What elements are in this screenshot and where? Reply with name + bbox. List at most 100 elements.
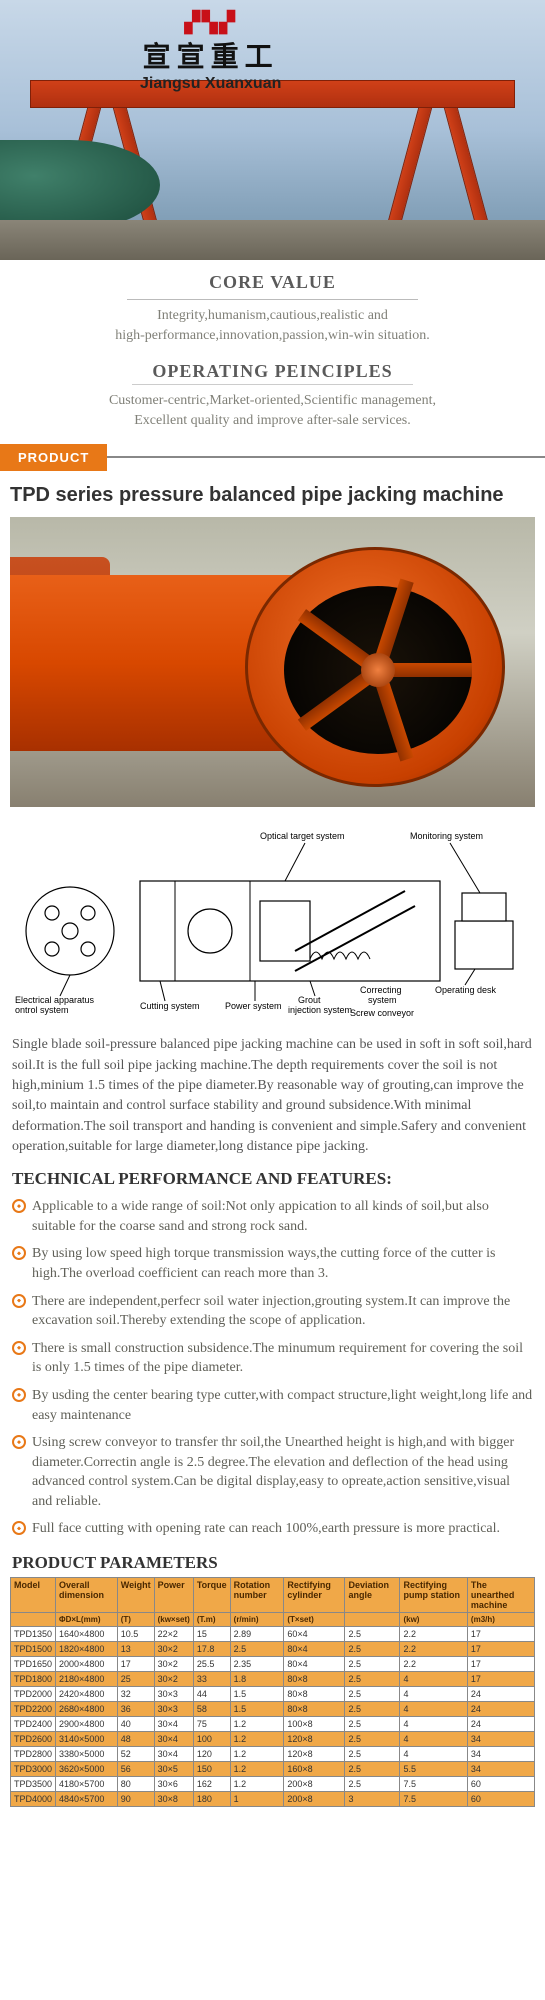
table-cell: TPD1800 xyxy=(11,1672,56,1687)
feature-text: Using screw conveyor to transfer thr soi… xyxy=(32,1433,533,1511)
table-cell: 58 xyxy=(193,1702,230,1717)
label-power: Power system xyxy=(225,1001,282,1011)
table-cell: 80×8 xyxy=(284,1672,345,1687)
table-cell: TPD3000 xyxy=(11,1762,56,1777)
table-cell: 17 xyxy=(467,1642,534,1657)
tech-features-heading: TECHNICAL PERFORMANCE AND FEATURES: xyxy=(0,1161,545,1193)
table-cell: TPD2200 xyxy=(11,1702,56,1717)
table-cell: 2.5 xyxy=(345,1687,400,1702)
bullet-icon xyxy=(12,1388,26,1402)
table-unit-cell xyxy=(345,1613,400,1627)
feature-text: By usding the center bearing type cutter… xyxy=(32,1386,533,1425)
table-cell: 10.5 xyxy=(117,1627,154,1642)
core-value-section: CORE VALUE Integrity,humanism,cautious,r… xyxy=(0,260,545,442)
table-unit-cell: (T.m) xyxy=(193,1613,230,1627)
product-title: TPD series pressure balanced pipe jackin… xyxy=(0,472,545,517)
table-cell: 2.5 xyxy=(345,1777,400,1792)
params-heading: PRODUCT PARAMETERS xyxy=(0,1543,545,1577)
logo-en: Jiangsu Xuanxuan xyxy=(140,75,281,93)
bullet-icon xyxy=(12,1521,26,1535)
product-section-bar: PRODUCT xyxy=(0,442,545,472)
table-row: TPD20002420×48003230×3441.580×82.5424 xyxy=(11,1687,535,1702)
table-cell: 30×4 xyxy=(154,1717,193,1732)
intro-paragraph: Single blade soil-pressure balanced pipe… xyxy=(0,1031,545,1161)
table-cell: 4 xyxy=(400,1702,467,1717)
table-cell: 4180×5700 xyxy=(56,1777,118,1792)
label-desk: Operating desk xyxy=(435,985,497,995)
operating-heading: OPERATING PEINCIPLES xyxy=(132,361,412,385)
table-cell: 25.5 xyxy=(193,1657,230,1672)
table-header-cell: Rectifying cylinder xyxy=(284,1578,345,1613)
table-cell: 7.5 xyxy=(400,1777,467,1792)
table-cell: 1.2 xyxy=(230,1777,284,1792)
table-cell: 17 xyxy=(467,1627,534,1642)
table-cell: 4 xyxy=(400,1717,467,1732)
table-cell: 60×4 xyxy=(284,1627,345,1642)
bullet-icon xyxy=(12,1435,26,1449)
table-cell: 17.8 xyxy=(193,1642,230,1657)
table-row: TPD26003140×50004830×41001.2120×82.5434 xyxy=(11,1732,535,1747)
table-unit-cell xyxy=(11,1613,56,1627)
logo-mark: ▞▚▞ xyxy=(140,10,281,35)
table-cell: 4840×5700 xyxy=(56,1792,118,1807)
table-cell: TPD2000 xyxy=(11,1687,56,1702)
table-row: TPD16502000×48001730×225.52.3580×42.52.2… xyxy=(11,1657,535,1672)
table-unit-cell: (kw) xyxy=(400,1613,467,1627)
table-cell: TPD2800 xyxy=(11,1747,56,1762)
table-cell: 17 xyxy=(467,1672,534,1687)
table-cell: TPD1650 xyxy=(11,1657,56,1672)
table-cell: 4 xyxy=(400,1732,467,1747)
table-cell: 80×8 xyxy=(284,1687,345,1702)
technical-diagram: Optical target system Monitoring system … xyxy=(10,821,535,1021)
table-cell: 2.5 xyxy=(345,1747,400,1762)
table-cell: 33 xyxy=(193,1672,230,1687)
table-cell: 2.2 xyxy=(400,1627,467,1642)
feature-item: Applicable to a wide range of soil:Not o… xyxy=(0,1193,545,1240)
table-cell: 3 xyxy=(345,1792,400,1807)
table-cell: 80×8 xyxy=(284,1702,345,1717)
feature-text: By using low speed high torque transmiss… xyxy=(32,1244,533,1283)
table-row: TPD13501640×480010.522×2152.8960×42.52.2… xyxy=(11,1627,535,1642)
table-cell: 3620×5000 xyxy=(56,1762,118,1777)
table-cell: 120×8 xyxy=(284,1747,345,1762)
table-cell: 5.5 xyxy=(400,1762,467,1777)
table-cell: 1.2 xyxy=(230,1762,284,1777)
table-cell: 200×8 xyxy=(284,1792,345,1807)
table-cell: 2.5 xyxy=(345,1702,400,1717)
table-body: TPD13501640×480010.522×2152.8960×42.52.2… xyxy=(11,1627,535,1807)
table-header-cell: Deviation angle xyxy=(345,1578,400,1613)
table-cell: 13 xyxy=(117,1642,154,1657)
table-cell: 100 xyxy=(193,1732,230,1747)
table-cell: 90 xyxy=(117,1792,154,1807)
table-cell: 30×4 xyxy=(154,1747,193,1762)
table-unit-cell: (kw×set) xyxy=(154,1613,193,1627)
table-cell: 52 xyxy=(117,1747,154,1762)
table-cell: 30×5 xyxy=(154,1762,193,1777)
table-cell: 2.5 xyxy=(345,1627,400,1642)
label-electrical: Electrical apparatus xyxy=(15,995,95,1005)
table-cell: 2000×4800 xyxy=(56,1657,118,1672)
table-cell: 56 xyxy=(117,1762,154,1777)
table-cell: 1820×4800 xyxy=(56,1642,118,1657)
table-row: TPD30003620×50005630×51501.2160×82.55.53… xyxy=(11,1762,535,1777)
table-cell: 1.5 xyxy=(230,1702,284,1717)
table-cell: TPD1350 xyxy=(11,1627,56,1642)
table-cell: 48 xyxy=(117,1732,154,1747)
table-cell: 2.5 xyxy=(345,1717,400,1732)
table-cell: 2.35 xyxy=(230,1657,284,1672)
table-cell: 2.5 xyxy=(345,1657,400,1672)
table-cell: 60 xyxy=(467,1777,534,1792)
table-header-cell: Weight xyxy=(117,1578,154,1613)
table-cell: 1.5 xyxy=(230,1687,284,1702)
table-units-row: ΦD×L(mm)(T)(kw×set)(T.m)(r/min)(T×set)(k… xyxy=(11,1613,535,1627)
core-value-heading: CORE VALUE xyxy=(30,272,515,293)
table-cell: 75 xyxy=(193,1717,230,1732)
core-value-text1: Integrity,humanism,cautious,realistic an… xyxy=(30,306,515,326)
feature-item: There is small construction subsidence.T… xyxy=(0,1335,545,1382)
feature-text: There is small construction subsidence.T… xyxy=(32,1339,533,1378)
table-cell: 2.5 xyxy=(230,1642,284,1657)
table-header-row: ModelOverall dimensionWeightPowerTorqueR… xyxy=(11,1578,535,1613)
table-cell: 25 xyxy=(117,1672,154,1687)
table-cell: 17 xyxy=(467,1657,534,1672)
table-cell: 22×2 xyxy=(154,1627,193,1642)
